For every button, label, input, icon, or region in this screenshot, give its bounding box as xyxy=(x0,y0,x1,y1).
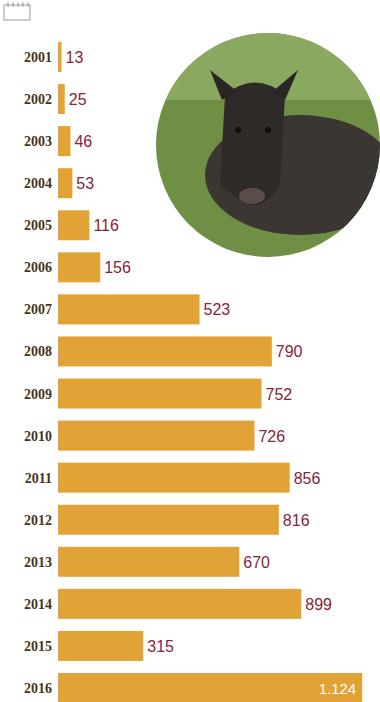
bar xyxy=(58,463,290,493)
data-label: 523 xyxy=(204,301,231,318)
bar xyxy=(58,294,200,324)
bar xyxy=(58,126,70,156)
year-label: 2005 xyxy=(24,218,52,233)
bar xyxy=(58,631,143,661)
year-label: 2003 xyxy=(24,134,52,149)
data-label: 1.124 xyxy=(319,680,357,697)
data-label: 899 xyxy=(305,596,332,613)
bar xyxy=(58,210,89,240)
data-label: 315 xyxy=(147,638,174,655)
photo-content xyxy=(150,30,380,260)
bar xyxy=(58,589,301,619)
year-label: 2016 xyxy=(24,681,52,696)
icon-frame xyxy=(4,5,30,20)
bar xyxy=(58,252,100,282)
data-label: 53 xyxy=(76,175,94,192)
year-label: 2008 xyxy=(24,344,52,359)
bar xyxy=(58,547,239,577)
bar xyxy=(58,84,65,114)
icon-ring xyxy=(13,2,14,7)
year-label: 2006 xyxy=(24,260,52,275)
boar-eye xyxy=(265,127,271,133)
data-label: 156 xyxy=(104,259,131,276)
year-label: 2001 xyxy=(24,50,52,65)
bar xyxy=(58,42,62,72)
data-label: 856 xyxy=(294,470,321,487)
year-label: 2004 xyxy=(24,176,52,191)
calendar-icon xyxy=(4,2,30,20)
icon-ring xyxy=(18,2,19,7)
data-label: 116 xyxy=(93,217,119,234)
year-label: 2002 xyxy=(24,92,52,107)
icon-ring xyxy=(23,2,24,7)
data-label: 790 xyxy=(276,343,303,360)
year-label: 2014 xyxy=(24,597,52,612)
data-label: 13 xyxy=(66,49,84,66)
boar-photo xyxy=(150,30,380,260)
boar-snout xyxy=(239,188,265,204)
icon-ring xyxy=(8,2,9,7)
chart: 2001 13 2002 25 2003 46 2004 53 2005 116 2006 156 20… xyxy=(0,0,380,702)
bar xyxy=(58,336,272,366)
year-label: 2007 xyxy=(24,302,52,317)
bars xyxy=(58,42,362,702)
year-label: 2011 xyxy=(25,471,52,486)
data-label: 670 xyxy=(243,554,270,571)
year-label: 2009 xyxy=(24,387,52,402)
boar-ear xyxy=(272,70,298,100)
bar xyxy=(58,673,362,702)
bar xyxy=(58,505,279,535)
year-label: 2012 xyxy=(24,513,52,528)
data-label: 752 xyxy=(266,386,293,403)
labels: 2001 13 2002 25 2003 46 2004 53 2005 116 2006 156 20… xyxy=(24,49,356,697)
bar xyxy=(58,421,254,451)
boar-ear xyxy=(210,70,238,100)
year-label: 2010 xyxy=(24,429,52,444)
data-label: 25 xyxy=(69,91,87,108)
data-label: 46 xyxy=(74,133,92,150)
data-label: 726 xyxy=(258,428,285,445)
year-label: 2015 xyxy=(24,639,52,654)
bar xyxy=(58,379,262,409)
icon-ring xyxy=(28,2,29,7)
boar-eye xyxy=(235,127,241,133)
boar-head xyxy=(220,83,285,206)
bar xyxy=(58,168,72,198)
year-label: 2013 xyxy=(24,555,52,570)
data-label: 816 xyxy=(283,512,310,529)
